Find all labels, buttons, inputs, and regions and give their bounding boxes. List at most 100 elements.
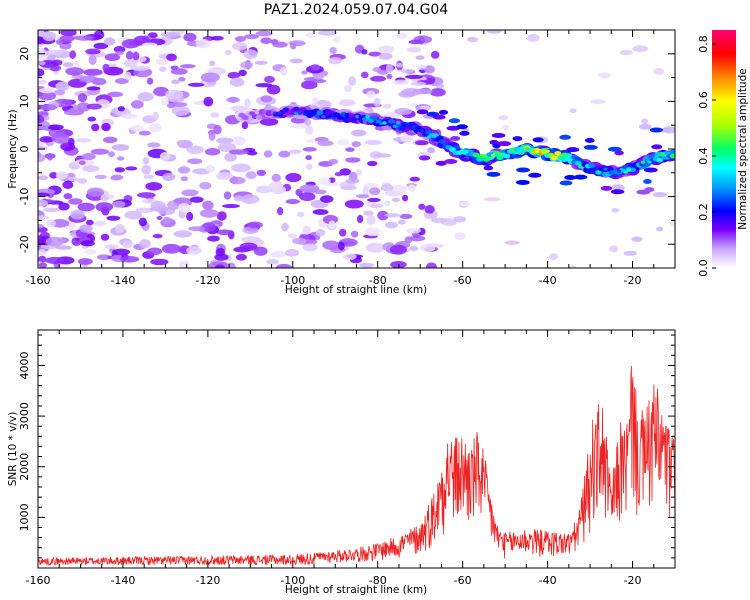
spectrogram-ridge-cell	[626, 168, 632, 172]
spectrogram-cell	[369, 187, 381, 196]
spectrogram-cell	[311, 78, 327, 84]
spectrogram-cell	[176, 139, 186, 147]
spectrogram-cell	[114, 167, 126, 173]
spectrogram-ridge-cell	[559, 180, 573, 186]
spectrogram-cell	[356, 214, 364, 224]
spectrogram-ridge-cell	[350, 116, 358, 122]
spectrogram-ridge-cell	[564, 154, 572, 160]
spectrogram-cell	[178, 202, 191, 213]
spectrogram-cell	[639, 123, 652, 130]
spectrogram-cell	[260, 37, 272, 44]
spectrogram-cell	[103, 37, 116, 46]
spectrogram-cell	[204, 165, 216, 173]
spectrogram-cell	[386, 73, 393, 80]
spectrogram-cell	[389, 244, 407, 255]
spectrogram-cell	[180, 176, 189, 182]
spectrogram-ridge-cell	[482, 157, 490, 162]
spectrogram-cell	[79, 224, 93, 233]
spectrogram-ridge-cell	[314, 114, 319, 118]
spectrogram-cell	[88, 54, 97, 65]
spectrogram-cell	[189, 196, 204, 203]
spectrogram-cell	[95, 202, 114, 212]
spectrogram-ridge-cell	[435, 160, 447, 166]
spectrogram-cell	[110, 174, 124, 181]
spectrogram-cell	[150, 258, 169, 266]
spectrogram-cell	[159, 66, 167, 72]
spectrogram-cell	[130, 124, 144, 132]
spectrogram-cell	[363, 210, 374, 216]
spectrogram-cell	[209, 60, 216, 67]
spectrogram-cell	[199, 208, 219, 218]
spectrogram-cell	[75, 137, 92, 143]
spectrogram-ridge-cell	[419, 128, 425, 132]
spectrogram-cell	[416, 64, 427, 70]
spectrogram-cell	[453, 216, 467, 223]
spectrogram-ridge-cell	[640, 160, 645, 164]
spectrogram-cell	[116, 156, 125, 161]
spectrogram-cell	[238, 69, 247, 77]
spectrogram-ridge-cell	[649, 127, 664, 133]
spectrogram-cell	[123, 59, 138, 68]
x-tick-label: -100	[280, 274, 305, 287]
y-tick-label: 10	[18, 94, 31, 108]
spectrogram-cell	[243, 33, 259, 40]
spectrogram-cell	[611, 184, 625, 191]
spectrogram-cell	[272, 41, 288, 48]
spectrogram-cell	[424, 205, 435, 214]
spectrogram-cell	[42, 31, 57, 42]
spectrogram-cell	[266, 84, 281, 95]
spectrogram-cell	[399, 213, 413, 220]
spectrogram-cell	[147, 247, 163, 256]
y-tick-label: -20	[18, 235, 31, 253]
spectrogram-cell	[338, 100, 356, 107]
spectrogram-cell	[124, 210, 143, 220]
spectrogram-cell	[263, 150, 273, 158]
spectrogram-cell	[40, 104, 58, 111]
spectrogram-ridge-cell	[643, 179, 652, 185]
spectrogram-cell	[150, 201, 166, 211]
spectrogram-cell	[45, 256, 65, 265]
spectrogram-cell	[240, 194, 260, 205]
spectrogram-cell	[55, 39, 64, 45]
spectrogram-cell	[100, 233, 110, 241]
spectrogram-cell	[402, 194, 409, 202]
spectrogram-cell	[245, 171, 257, 180]
spectrogram-cell	[404, 74, 423, 79]
spectrogram-cell	[111, 248, 131, 256]
x-tick-label: -120	[195, 574, 220, 587]
spectrogram-ridge-cell	[416, 109, 429, 115]
spectrogram-ridge-cell	[491, 153, 496, 157]
spectrogram-cell	[234, 35, 247, 42]
spectrogram-cell	[285, 249, 300, 257]
spectrogram-ridge-cell	[550, 155, 558, 161]
spectrogram-cell	[301, 80, 318, 90]
spectrogram-cell	[320, 195, 334, 203]
spectrogram-cell	[162, 172, 176, 182]
spectrogram-cell	[203, 96, 214, 107]
spectrogram-cell	[391, 197, 401, 203]
spectrogram-cell	[44, 49, 64, 55]
spectrogram-cell	[232, 135, 246, 146]
spectrogram-cell	[188, 226, 206, 232]
spectrogram-cell	[358, 262, 375, 268]
spectrogram-cell	[179, 64, 196, 69]
spectrogram-ridge-cell	[584, 137, 595, 143]
spectrogram-cell	[260, 95, 273, 103]
spectrogram-ridge-cell	[486, 171, 501, 177]
spectrogram-cell	[125, 166, 138, 171]
spectrogram-cell	[81, 153, 96, 161]
spectrogram-ridge-cell	[398, 125, 406, 131]
spectrogram-cell	[229, 176, 246, 185]
spectrogram-cell	[107, 91, 124, 97]
spectrogram-cell	[202, 222, 216, 233]
spectrogram-ridge-cell	[358, 115, 363, 119]
spectrogram-cell	[502, 124, 510, 131]
y-tick-label: 4000	[18, 351, 31, 379]
spectrogram-cell	[215, 264, 225, 268]
spectrogram-cell	[409, 245, 419, 252]
spectrogram-cell	[312, 97, 319, 104]
spectrogram-cell	[338, 228, 347, 237]
spectrogram-ridge-cell	[321, 115, 326, 119]
spectrogram-ridge-cell	[355, 115, 360, 119]
spectrogram-ridge-cell	[664, 151, 669, 155]
